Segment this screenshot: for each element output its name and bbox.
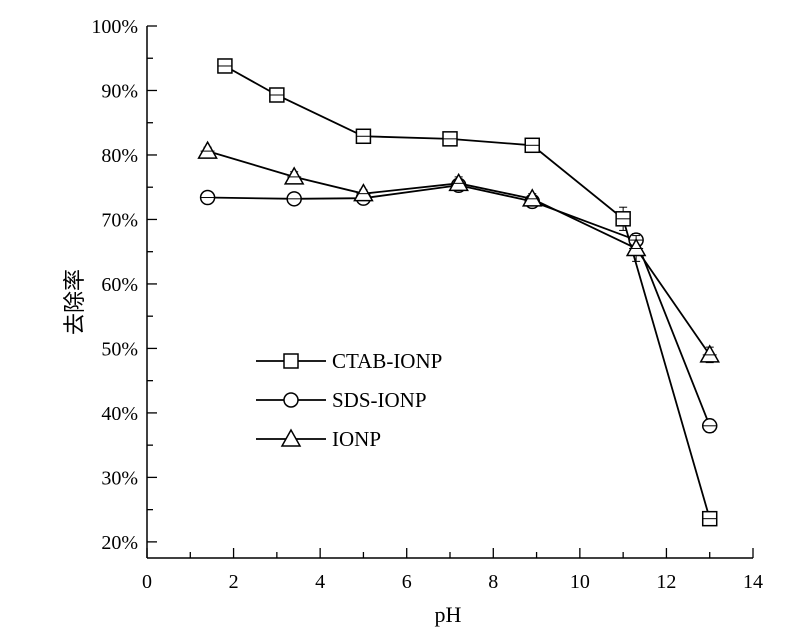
x-tick-label: 0 [142, 571, 152, 593]
y-tick-label: 100% [91, 16, 138, 38]
legend-label: CTAB-IONP [332, 349, 442, 373]
x-tick-label: 12 [656, 571, 676, 593]
y-tick-label: 60% [101, 274, 138, 296]
x-tick-label: 14 [743, 571, 763, 593]
x-tick-label: 2 [229, 571, 239, 593]
data-point [448, 172, 469, 192]
x-axis-title: pH [435, 602, 462, 627]
data-point [625, 237, 647, 257]
series-layer [197, 58, 720, 527]
legend-label: SDS-IONP [332, 388, 427, 412]
data-point [699, 344, 720, 363]
y-axis-title: 去除率 [62, 269, 87, 335]
legend-item: SDS-IONP [256, 388, 427, 412]
legend-marker [283, 353, 299, 369]
y-tick-label: 20% [101, 532, 138, 554]
y-tick-label: 50% [101, 338, 138, 360]
y-tick-label: 90% [101, 80, 138, 102]
x-tick-label: 10 [570, 571, 590, 593]
series-square [217, 58, 718, 527]
legend: CTAB-IONP SDS-IONP IONP [256, 349, 442, 451]
x-tick-label: 8 [488, 571, 498, 593]
legend-marker [280, 428, 302, 447]
series-line [224, 65, 711, 519]
series-line [207, 184, 711, 427]
series-circle [199, 177, 718, 434]
legend-item: IONP [256, 427, 381, 451]
axes: 0 2 4 6 8 10 12 14 20% 30% 40% 50% 60% 70% 80% 90% 100% [91, 16, 763, 593]
series-triangle [197, 140, 720, 364]
y-tick-label: 80% [101, 145, 138, 167]
legend-marker [283, 392, 299, 408]
x-tick-label: 6 [402, 571, 412, 593]
legend-label: IONP [332, 427, 381, 451]
data-point [283, 166, 305, 185]
legend-item: CTAB-IONP [256, 349, 442, 373]
x-tick-label: 4 [315, 571, 325, 593]
data-point [521, 188, 543, 207]
y-tick-label: 30% [101, 467, 138, 489]
data-point [197, 140, 218, 159]
y-tick-label: 70% [101, 209, 138, 231]
y-tick-label: 40% [101, 403, 138, 425]
data-point [353, 183, 374, 202]
